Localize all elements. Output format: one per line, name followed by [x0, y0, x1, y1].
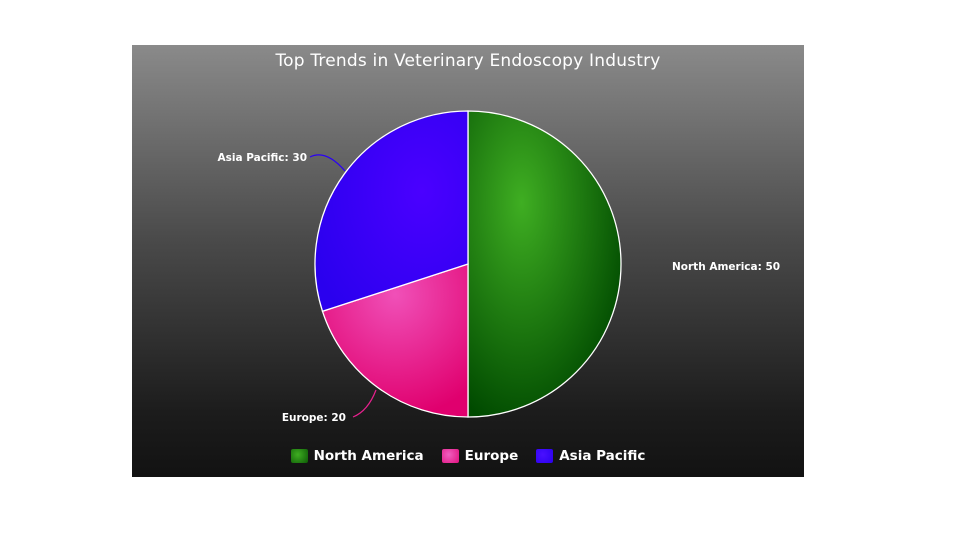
legend-item-north-america[interactable]: North America [290, 448, 424, 464]
legend-label: North America [313, 448, 424, 464]
pie-chart: North America: 50 Europe: 20 Asia Pacific:… [217, 110, 780, 424]
legend: North America Europe Asia Pacific [132, 448, 804, 464]
legend-label: Europe [464, 448, 519, 464]
legend-swatch-europe [441, 449, 459, 463]
pie-slice-north-america[interactable] [467, 110, 622, 418]
data-label-europe: Europe: 20 [282, 412, 346, 424]
legend-label: Asia Pacific [559, 448, 646, 464]
pie-slice-asia-pacific[interactable] [314, 110, 469, 313]
pie-slice-europe[interactable] [321, 263, 469, 418]
label-connector [352, 389, 377, 418]
chart-title: Top Trends in Veterinary Endoscopy Indus… [275, 51, 661, 71]
legend-swatch-asia-pacific [536, 449, 554, 463]
legend-item-asia-pacific[interactable]: Asia Pacific [536, 448, 645, 464]
label-connector [309, 154, 346, 172]
legend-swatch-north-america [290, 449, 308, 463]
data-label-north-america: North America: 50 [672, 261, 780, 273]
legend-item-europe[interactable]: Europe [441, 448, 519, 464]
data-label-asia-pacific: Asia Pacific: 30 [217, 152, 307, 164]
chart-panel: Top Trends in Veterinary Endoscopy Indus… [132, 45, 804, 477]
